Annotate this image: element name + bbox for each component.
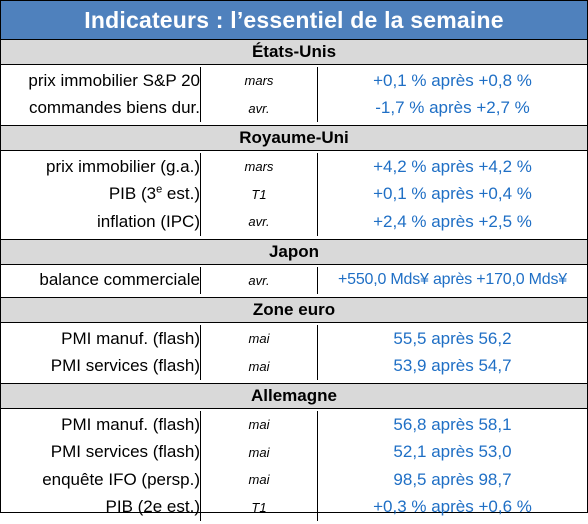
indicator-value: 53,9 après 54,7 (393, 356, 512, 376)
section-body-germany: PMI manuf. (flash) mai 56,8 après 58,1 P… (1, 409, 587, 524)
table-row: inflation (IPC) avr. +2,4 % après +2,5 % (1, 208, 587, 236)
table-row: PMI manuf. (flash) mai 56,8 après 58,1 (1, 411, 587, 439)
indicator-label: PIB (3e est.) (1, 184, 200, 204)
indicator-value: +0,1 % après +0,8 % (373, 70, 532, 90)
indicator-value: -1,7 % après +2,7 % (375, 98, 530, 118)
section-header-japan: Japon (1, 239, 587, 265)
section-body-eurozone: PMI manuf. (flash) mai 55,5 après 56,2 P… (1, 323, 587, 384)
indicator-period: mai (200, 438, 318, 466)
indicator-period: T1 (200, 180, 318, 208)
section-body-uk: prix immobilier (g.a.) mars +4,2 % après… (1, 151, 587, 240)
indicator-period: mai (200, 466, 318, 494)
indicator-period: avr. (200, 266, 318, 294)
indicator-period: mai (200, 325, 318, 353)
indicator-period: avr. (200, 208, 318, 236)
section-body-us: prix immobilier S&P 20 mars +0,1 % après… (1, 65, 587, 126)
indicator-value: +4,2 % après +4,2 % (373, 156, 532, 176)
section-header-uk: Royaume-Uni (1, 126, 587, 151)
indicator-label: PIB (2e est.) (105, 497, 200, 517)
indicator-label: enquête IFO (persp.) (42, 469, 200, 489)
section-header-us: États-Unis (1, 40, 587, 65)
indicator-label: inflation (IPC) (97, 211, 200, 231)
indicator-label: PMI manuf. (flash) (61, 414, 200, 434)
section-header-germany: Allemagne (1, 384, 587, 409)
indicator-period: mai (200, 411, 318, 439)
table-row: PMI services (flash) mai 52,1 après 53,0 (1, 438, 587, 466)
indicator-value: +0,3 % après +0,6 % (373, 497, 532, 517)
indicator-label-post: est.) (162, 184, 200, 204)
indicator-label: balance commerciale (39, 270, 200, 290)
indicator-value: 56,8 après 58,1 (393, 414, 512, 434)
indicator-value: 55,5 après 56,2 (393, 328, 512, 348)
table-row: PIB (3e est.) T1 +0,1 % après +0,4 % (1, 180, 587, 208)
table-row: PMI manuf. (flash) mai 55,5 après 56,2 (1, 325, 587, 353)
indicator-value: 98,5 après 98,7 (393, 469, 512, 489)
indicator-value: +2,4 % après +2,5 % (373, 211, 532, 231)
indicator-value: 52,1 après 53,0 (393, 442, 512, 462)
table-row: PMI services (flash) mai 53,9 après 54,7 (1, 352, 587, 380)
table-row: enquête IFO (persp.) mai 98,5 après 98,7 (1, 466, 587, 494)
table-row: PIB (2e est.) T1 +0,3 % après +0,6 % (1, 493, 587, 521)
indicator-label: PMI services (flash) (50, 356, 200, 376)
indicator-label: prix immobilier (g.a.) (46, 156, 200, 176)
indicator-period: mars (200, 67, 318, 95)
section-header-eurozone: Zone euro (1, 298, 587, 323)
indicator-period: avr. (200, 94, 318, 122)
indicator-label-pre: PIB (3 (108, 184, 157, 204)
indicator-label: PMI manuf. (flash) (61, 328, 200, 348)
indicator-value: +0,1 % après +0,4 % (373, 184, 532, 204)
table-row: prix immobilier (g.a.) mars +4,2 % après… (1, 153, 587, 181)
indicator-label: commandes biens dur. (28, 98, 200, 118)
indicator-period: T1 (200, 493, 318, 521)
section-body-japan: balance commerciale avr. +550,0 Mds¥ apr… (1, 265, 587, 298)
indicator-label: prix immobilier S&P 20 (28, 70, 200, 90)
table-row: prix immobilier S&P 20 mars +0,1 % après… (1, 67, 587, 95)
indicator-label-superscript: e (156, 183, 163, 196)
indicator-period: mars (200, 153, 318, 181)
indicator-period: mai (200, 352, 318, 380)
table-row: commandes biens dur. avr. -1,7 % après +… (1, 94, 587, 122)
indicator-label: PMI services (flash) (50, 442, 200, 462)
table-row: balance commerciale avr. +550,0 Mds¥ apr… (1, 266, 587, 294)
indicator-value: +550,0 Mds¥ après +170,0 Mds¥ (337, 271, 568, 289)
table-title: Indicateurs : l’essentiel de la semaine (1, 1, 587, 40)
